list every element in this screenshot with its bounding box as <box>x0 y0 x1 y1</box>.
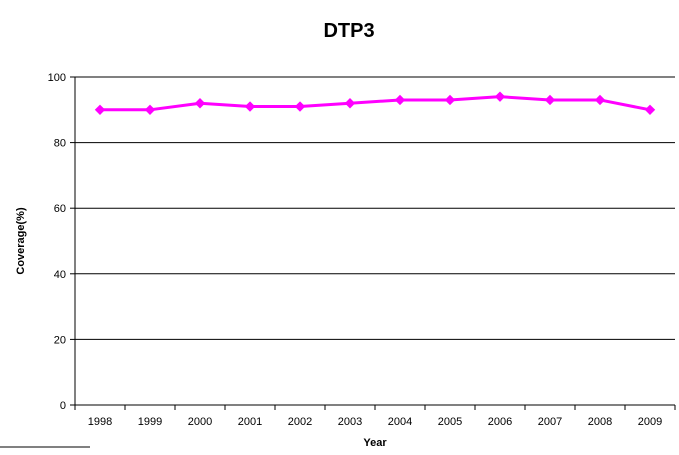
axes <box>70 76 676 410</box>
x-tick-label: 1999 <box>138 416 162 428</box>
x-tick-label: 2005 <box>438 416 462 428</box>
data-point-marker <box>94 104 106 116</box>
x-tick-label: 2003 <box>338 416 362 428</box>
x-tick-label: 2000 <box>188 416 212 428</box>
series-layer <box>94 91 656 116</box>
data-point-marker <box>594 94 606 106</box>
data-point-marker <box>344 98 356 109</box>
x-tick-label: 2009 <box>638 416 662 428</box>
x-tick-label: 2008 <box>588 416 612 428</box>
x-tick-label: 1998 <box>88 416 112 428</box>
data-point-marker <box>494 91 506 102</box>
gridlines <box>75 76 675 340</box>
y-tick-label: 20 <box>54 334 66 346</box>
y-tick-label: 100 <box>48 72 66 84</box>
y-tick-label: 60 <box>54 203 66 215</box>
x-axis-title: Year <box>363 437 387 449</box>
x-tick-label: 2007 <box>538 416 562 428</box>
x-tick-label: 2001 <box>238 416 262 428</box>
data-point-marker <box>444 94 456 106</box>
data-point-marker <box>544 94 556 106</box>
y-tick-label: 80 <box>54 138 66 150</box>
data-point-marker <box>644 104 656 116</box>
data-point-marker <box>294 101 306 112</box>
data-point-marker <box>144 104 156 116</box>
chart-title: DTP3 <box>323 20 374 42</box>
data-point-marker <box>194 98 206 109</box>
data-point-marker <box>394 94 406 106</box>
x-tick-label: 2004 <box>388 416 412 428</box>
y-tick-label: 40 <box>54 269 66 281</box>
y-tick-label: 0 <box>60 400 66 412</box>
x-tick-label: 2002 <box>288 416 312 428</box>
series-line <box>100 95 651 112</box>
y-axis-title: Coverage(%) <box>15 207 27 275</box>
tick-labels: 0 20 40 60 80 100 1998 1999 2000 2001 2002 2003 2004… <box>48 72 663 428</box>
data-point-marker <box>244 101 256 112</box>
x-tick-label: 2006 <box>488 416 512 428</box>
